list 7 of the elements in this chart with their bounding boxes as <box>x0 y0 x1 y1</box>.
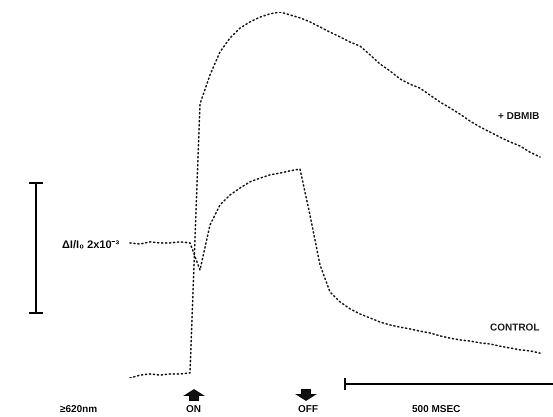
text: ≥620nm <box>60 404 98 415</box>
text: ΔI/I₀ 2x10⁻³ <box>62 238 120 251</box>
text: OFF <box>298 404 318 415</box>
text: ON <box>186 404 201 415</box>
series-label: + DBMIB <box>498 110 540 122</box>
text: 500 MSEC <box>412 404 460 415</box>
series-label: CONTROL <box>490 322 540 334</box>
